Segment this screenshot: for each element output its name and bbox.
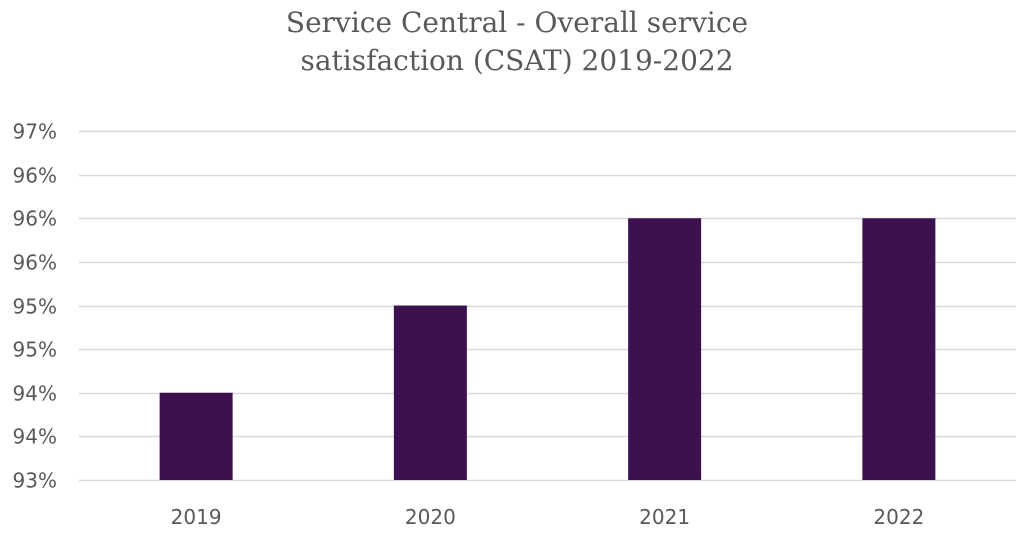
y-tick-label: 94%: [13, 425, 57, 449]
bar-2020: [393, 305, 467, 480]
y-tick-label: 96%: [13, 207, 57, 231]
y-tick-label: 94%: [13, 382, 57, 406]
x-tick-label: 2021: [639, 505, 690, 529]
x-tick-label: 2020: [405, 505, 456, 529]
bar-2019: [159, 392, 233, 480]
x-tick-label: 2019: [171, 505, 222, 529]
y-tick-label: 95%: [13, 338, 57, 362]
x-axis-labels: 2019 2020 2021 2022: [171, 505, 925, 529]
gridlines: [79, 130, 1016, 482]
chart-title: Service Central - Overall service satisf…: [285, 6, 749, 77]
bar-2022: [862, 218, 936, 480]
y-tick-label: 96%: [13, 251, 57, 275]
y-tick-label: 97%: [13, 120, 57, 144]
y-tick-label: 93%: [13, 469, 57, 493]
y-axis-ticks: 93% 94% 94% 95% 95% 96% 96% 96% 97%: [13, 120, 57, 493]
y-tick-label: 96%: [13, 164, 57, 188]
bar-2021: [628, 218, 702, 480]
y-tick-label: 95%: [13, 295, 57, 319]
bars: [159, 218, 936, 480]
x-tick-label: 2022: [873, 505, 924, 529]
